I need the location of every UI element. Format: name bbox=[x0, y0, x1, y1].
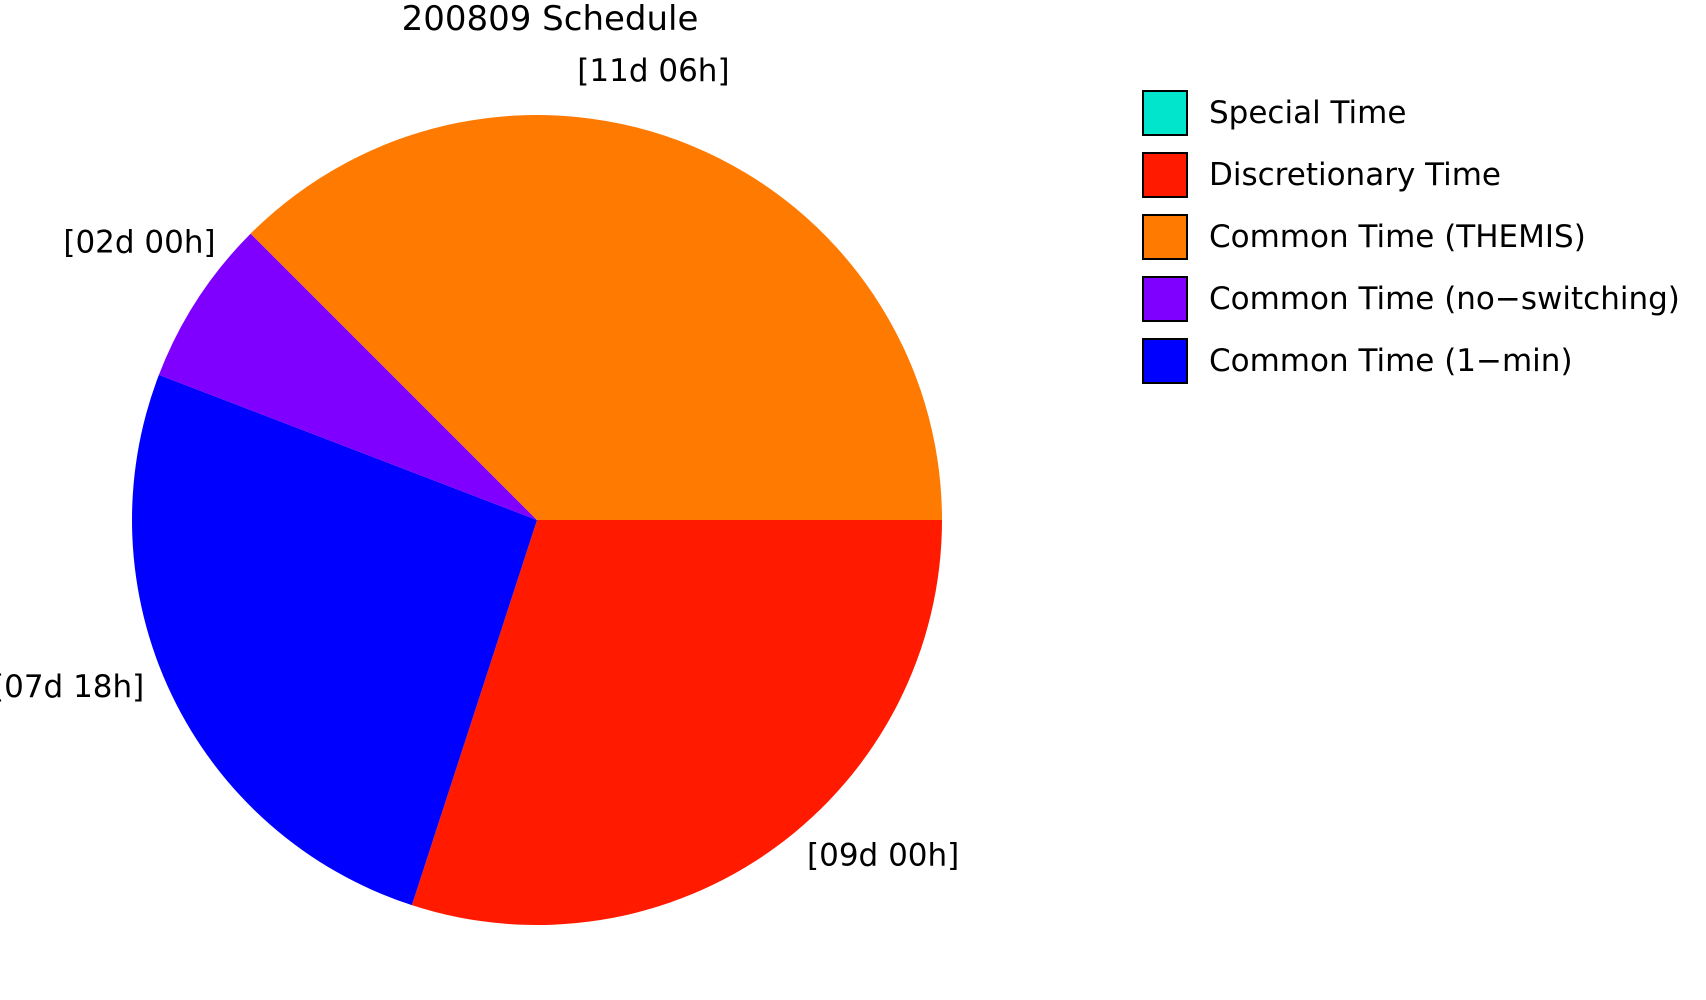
legend-label: Common Time (THEMIS) bbox=[1209, 219, 1586, 255]
legend-swatch bbox=[1142, 214, 1188, 260]
pie-slice-common-time-no-switching bbox=[158, 233, 537, 520]
slice-label: [11d 06h] bbox=[577, 53, 729, 89]
legend-label: Common Time (no−switching) bbox=[1209, 281, 1680, 317]
legend-label: Special Time bbox=[1209, 95, 1406, 131]
pie-slice-discretionary-time bbox=[411, 520, 942, 925]
pie-slice-common-time-themis bbox=[250, 114, 942, 520]
legend-label: Discretionary Time bbox=[1209, 157, 1501, 193]
legend-swatch bbox=[1142, 338, 1188, 384]
legend-swatch bbox=[1142, 90, 1188, 136]
slice-label: [07d 18h] bbox=[0, 669, 144, 705]
pie-slices bbox=[132, 114, 942, 925]
pie-slice-labels: [09d 00h] [07d 18h] [02d 00h] [11d 06h] bbox=[0, 53, 959, 873]
slice-label: [09d 00h] bbox=[807, 837, 959, 873]
legend: Special Time Discretionary Time Common Tim… bbox=[1142, 90, 1680, 384]
legend-label: Common Time (1−min) bbox=[1209, 343, 1573, 379]
legend-swatch bbox=[1142, 152, 1188, 198]
chart-title: 200809 Schedule bbox=[402, 0, 699, 39]
legend-swatch bbox=[1142, 276, 1188, 322]
slice-label: [02d 00h] bbox=[63, 225, 215, 261]
pie-slice-common-time-1-min bbox=[132, 374, 537, 906]
